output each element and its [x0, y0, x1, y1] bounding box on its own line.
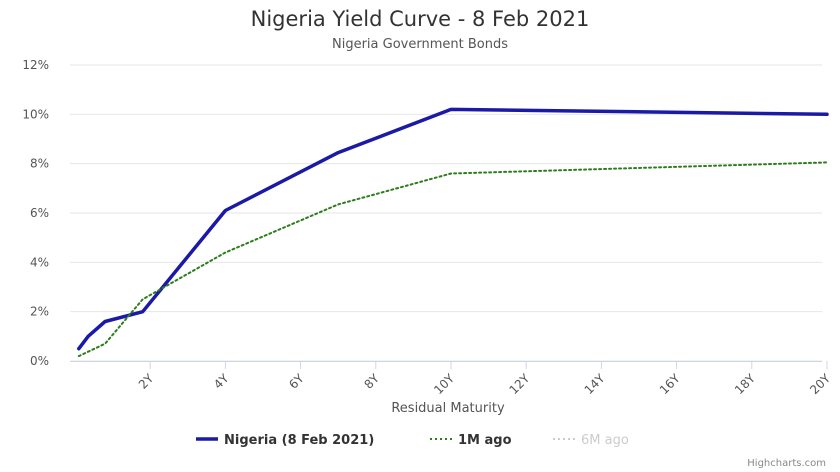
- legend: Nigeria (8 Feb 2021) 1M ago 6M ago: [196, 433, 629, 448]
- y-tick-label: 2%: [30, 305, 49, 319]
- chart-title: Nigeria Yield Curve - 8 Feb 2021: [251, 7, 590, 31]
- legend-label: Nigeria (8 Feb 2021): [224, 433, 374, 448]
- legend-item-1[interactable]: 1M ago: [430, 433, 512, 448]
- x-tick-label: 18Y: [732, 371, 758, 397]
- legend-label: 1M ago: [458, 433, 512, 448]
- y-tick-label: 10%: [22, 107, 49, 121]
- x-tick-label: 8Y: [361, 371, 382, 392]
- series-lines: [77, 107, 829, 358]
- legend-item-0[interactable]: Nigeria (8 Feb 2021): [196, 433, 374, 448]
- x-tick-label: 14Y: [582, 371, 608, 397]
- y-tick-label: 6%: [30, 206, 49, 220]
- y-axis: 0% 2% 4% 6% 8% 10% 12%: [22, 58, 49, 368]
- grid: [70, 64, 822, 362]
- x-axis: 2Y 4Y 6Y 8Y 10Y 12Y 14Y 16Y 18Y 20Y: [70, 361, 834, 397]
- x-tick-label: 2Y: [136, 371, 157, 392]
- y-tick-label: 4%: [30, 255, 49, 269]
- x-tick-label: 4Y: [211, 371, 232, 392]
- x-tick-label: 12Y: [506, 371, 532, 397]
- legend-item-2[interactable]: 6M ago: [553, 433, 629, 448]
- x-axis-title: Residual Maturity: [391, 401, 505, 416]
- y-tick-label: 12%: [22, 58, 49, 72]
- legend-label: 6M ago: [581, 433, 629, 448]
- credits-link[interactable]: Highcharts.com: [747, 458, 826, 469]
- series-line-0[interactable]: [77, 107, 829, 351]
- x-tick-label: 10Y: [431, 371, 457, 397]
- x-tick-label: 20Y: [807, 371, 833, 397]
- y-tick-label: 8%: [30, 157, 49, 171]
- y-tick-label: 0%: [30, 354, 49, 368]
- series-line-1[interactable]: [77, 161, 828, 358]
- x-tick-label: 6Y: [286, 371, 307, 392]
- x-tick-label: 16Y: [657, 371, 683, 397]
- chart-subtitle: Nigeria Government Bonds: [332, 37, 508, 52]
